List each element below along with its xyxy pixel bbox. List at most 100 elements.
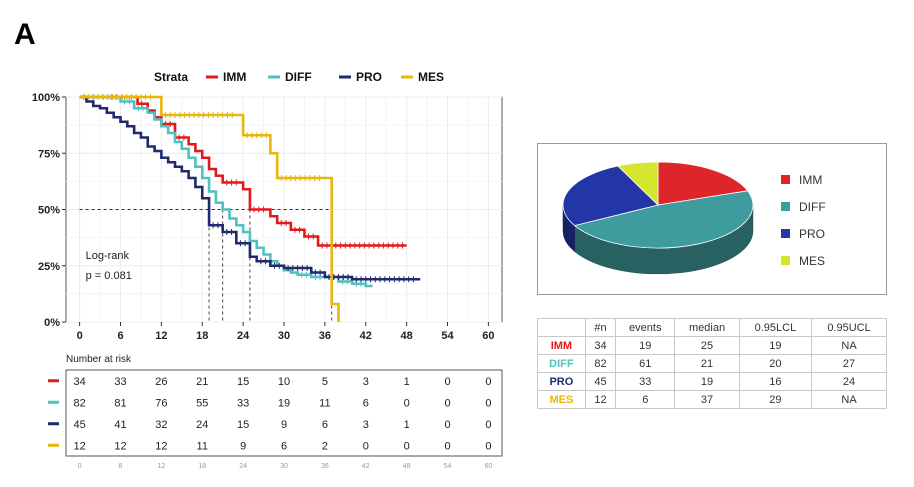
pie-legend-item-pro: PRO	[781, 220, 826, 247]
risk-x-tick-label: 54	[444, 463, 452, 470]
x-tick-label: 6	[117, 330, 123, 342]
x-tick-label: 18	[196, 330, 208, 342]
risk-cell: 45	[74, 419, 86, 431]
risk-cell: 0	[404, 397, 410, 409]
summary-stratum-cell: PRO	[537, 372, 586, 391]
risk-cell: 3	[363, 419, 369, 431]
x-tick-label: 60	[482, 330, 494, 342]
risk-x-tick-label: 36	[321, 463, 329, 470]
legend-label-mes: MES	[418, 70, 444, 84]
summary-cell: 16	[738, 372, 813, 391]
summary-cell: 29	[738, 390, 813, 409]
risk-cell: 12	[74, 440, 86, 452]
risk-cell: 9	[240, 440, 246, 452]
risk-cell: 81	[114, 397, 126, 409]
pie-legend-item-imm: IMM	[781, 166, 826, 193]
summary-row-mes: MES 12 6 37 29 NA	[537, 390, 887, 409]
pie-legend-swatch	[781, 229, 790, 238]
risk-cell: 0	[404, 440, 410, 452]
summary-header-cell: events	[615, 318, 676, 337]
risk-cell: 41	[114, 419, 126, 431]
risk-table-panel	[65, 369, 503, 457]
risk-cell: 0	[363, 440, 369, 452]
x-tick-label: 30	[278, 330, 290, 342]
pie-legend: IMM DIFF PRO MES	[781, 166, 826, 274]
x-tick-label: 0	[77, 330, 83, 342]
y-tick-label: 100%	[32, 92, 60, 104]
risk-cell: 9	[281, 419, 287, 431]
summary-cell: 6	[615, 390, 676, 409]
summary-cell: 33	[615, 372, 676, 391]
summary-cell: 34	[584, 336, 617, 355]
risk-cell: 11	[197, 440, 208, 452]
logrank-annotation-line: Log-rank	[86, 250, 130, 262]
summary-cell: 21	[674, 354, 740, 373]
survival-curve-diff	[79, 95, 373, 288]
summary-cell: 19	[738, 336, 813, 355]
x-tick-label: 12	[155, 330, 167, 342]
pie-legend-swatch	[781, 175, 790, 184]
risk-cell: 34	[74, 376, 86, 388]
pie-slice-mes	[617, 161, 659, 206]
legend-title: Strata	[154, 70, 188, 84]
risk-cell: 0	[444, 397, 450, 409]
y-tick-label: 75%	[38, 148, 60, 160]
risk-cell: 0	[444, 376, 450, 388]
summary-row-pro: PRO 45 33 19 16 24	[537, 372, 887, 391]
summary-cell: 25	[674, 336, 740, 355]
summary-cell: 12	[584, 390, 617, 409]
risk-cell: 0	[485, 376, 491, 388]
risk-x-tick-label: 30	[280, 463, 288, 470]
survival-curve-pro	[79, 95, 421, 281]
risk-cell: 76	[155, 397, 167, 409]
risk-cell: 1	[404, 376, 410, 388]
pie-chart	[562, 161, 754, 275]
y-tick-label: 0%	[44, 317, 60, 329]
pie-legend-label: DIFF	[799, 199, 826, 214]
risk-cell: 6	[281, 440, 287, 452]
risk-x-tick-label: 48	[403, 463, 411, 470]
survival-curve-mes	[79, 95, 340, 322]
risk-x-tick-label: 12	[157, 463, 165, 470]
risk-cell: 12	[114, 440, 126, 452]
pie-slice-pro	[562, 165, 659, 227]
pie-slice-diff	[573, 190, 754, 249]
summary-header-cell: #n	[584, 318, 617, 337]
risk-cell: 55	[196, 397, 208, 409]
summary-cell: 19	[674, 372, 740, 391]
y-tick-label: 25%	[38, 261, 60, 273]
panel-label: A	[14, 18, 36, 51]
logrank-annotation-line: p = 0.081	[86, 270, 132, 282]
risk-cell: 0	[444, 419, 450, 431]
summary-cell: 24	[811, 372, 887, 391]
x-tick-label: 48	[401, 330, 413, 342]
x-tick-label: 54	[441, 330, 454, 342]
risk-cell: 24	[196, 419, 208, 431]
risk-x-tick-label: 60	[484, 463, 492, 470]
risk-cell: 32	[155, 419, 167, 431]
pie-legend-swatch	[781, 202, 790, 211]
risk-cell: 33	[114, 376, 126, 388]
summary-cell: NA	[811, 390, 887, 409]
risk-cell: 5	[322, 376, 328, 388]
x-tick-label: 24	[237, 330, 250, 342]
risk-x-tick-label: 6	[119, 463, 123, 470]
summary-header-cell: median	[674, 318, 740, 337]
risk-cell: 26	[155, 376, 167, 388]
summary-cell: 45	[584, 372, 617, 391]
risk-cell: 6	[363, 397, 369, 409]
legend-label-imm: IMM	[223, 70, 246, 84]
pie-chart-panel: IMM DIFF PRO MES	[537, 143, 887, 295]
legend-label-pro: PRO	[356, 70, 382, 84]
y-tick-label: 50%	[38, 205, 60, 217]
risk-cell: 1	[404, 419, 410, 431]
pie-legend-item-mes: MES	[781, 247, 826, 274]
risk-cell: 0	[485, 440, 491, 452]
summary-header-cell: 0.95UCL	[811, 318, 887, 337]
summary-stratum-cell: DIFF	[537, 354, 586, 373]
x-tick-label: 36	[319, 330, 331, 342]
risk-cell: 3	[363, 376, 369, 388]
risk-cell: 19	[278, 397, 290, 409]
risk-x-tick-label: 24	[239, 463, 247, 470]
